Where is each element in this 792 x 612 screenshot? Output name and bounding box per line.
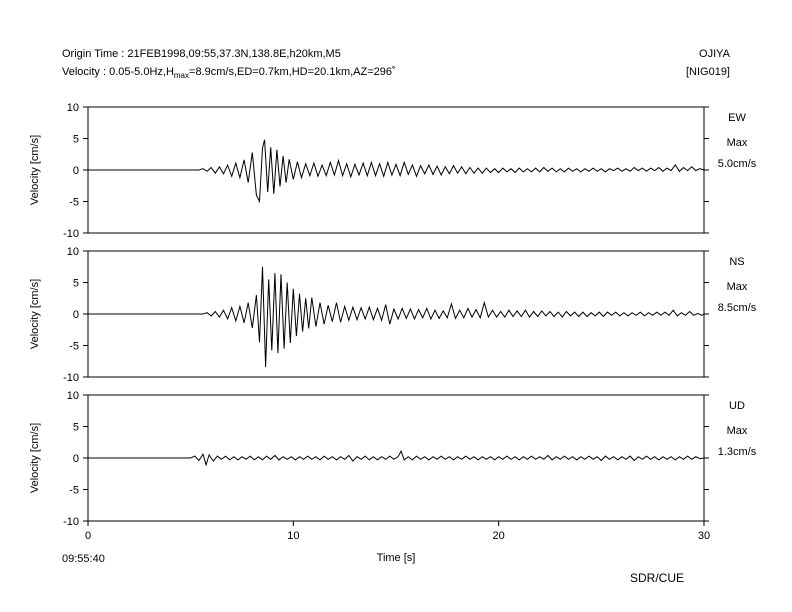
y-tick-label: -5	[69, 197, 79, 209]
y-axis-label: Velocity [cm/s]	[29, 135, 41, 205]
credit-label: SDR/CUE	[630, 571, 685, 585]
x-tick-label: 0	[85, 530, 91, 542]
y-tick-label: 10	[67, 390, 79, 402]
y-axis-label: Velocity [cm/s]	[29, 279, 41, 349]
station-code: [NIG019]	[685, 66, 730, 78]
max-value: 1.3cm/s	[718, 446, 757, 458]
origin-line: Origin Time : 21FEB1998,09:55,37.3N,138.…	[62, 48, 341, 60]
velocity-prefix: Velocity : 0.05-5.0Hz,H	[62, 66, 174, 78]
y-tick-label: -5	[69, 485, 79, 497]
x-tick-label: 20	[493, 530, 505, 542]
start-time-label: 09:55:40	[62, 553, 105, 565]
y-tick-label: -10	[63, 228, 79, 240]
max-value: 8.5cm/s	[718, 302, 757, 314]
y-axis-label: Velocity [cm/s]	[29, 423, 41, 493]
y-tick-label: 0	[73, 165, 79, 177]
max-value: 5.0cm/s	[718, 158, 757, 170]
y-tick-label: 10	[67, 102, 79, 114]
velocity-suffix: =8.9cm/s,ED=0.7km,HD=20.1km,AZ=296˚	[189, 66, 396, 78]
origin-text: Origin Time : 21FEB1998,09:55,37.3N,138.…	[62, 48, 341, 60]
max-label: Max	[727, 137, 748, 149]
y-tick-label: -10	[63, 516, 79, 528]
waveform-ud	[88, 449, 705, 467]
y-tick-label: 5	[73, 422, 79, 434]
component-label: EW	[728, 112, 746, 124]
velocity-subscript: max	[173, 71, 190, 81]
x-axis-label: Time [s]	[377, 552, 416, 564]
component-label: UD	[729, 400, 745, 412]
component-label: NS	[729, 256, 744, 268]
y-tick-label: 10	[67, 246, 79, 258]
x-tick-label: 10	[287, 530, 299, 542]
y-tick-label: 0	[73, 453, 79, 465]
max-label: Max	[727, 281, 748, 293]
waveform-ns	[88, 266, 705, 367]
y-tick-label: 5	[73, 134, 79, 146]
waveform-ew	[88, 139, 705, 204]
y-tick-label: 0	[73, 309, 79, 321]
y-tick-label: -5	[69, 341, 79, 353]
max-label: Max	[727, 425, 748, 437]
y-tick-label: 5	[73, 278, 79, 290]
velocity-line: Velocity : 0.05-5.0Hz,Hmax=8.9cm/s,ED=0.…	[62, 66, 396, 80]
station-name: OJIYA	[699, 48, 730, 60]
y-tick-label: -10	[63, 372, 79, 384]
x-tick-label: 30	[698, 530, 710, 542]
